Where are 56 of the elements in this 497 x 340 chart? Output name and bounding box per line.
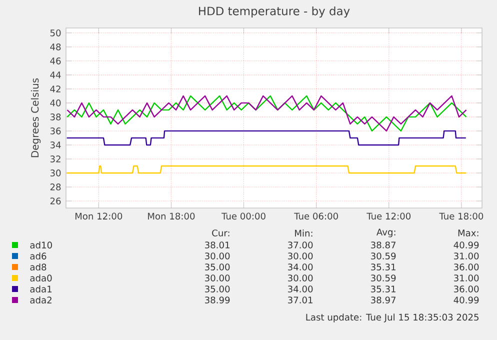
text: 38.01 bbox=[205, 242, 230, 248]
text: 38.99 bbox=[205, 296, 230, 304]
text: 30.00 bbox=[205, 252, 230, 260]
legend-label: ad10 bbox=[30, 241, 52, 249]
legend-label: ad6 bbox=[30, 252, 46, 260]
y-tick-label: 26 bbox=[50, 198, 61, 204]
text: 31.00 bbox=[454, 252, 479, 260]
text: 35.31 bbox=[371, 286, 396, 292]
x-tick-label: Tue 12:00 bbox=[366, 212, 411, 220]
text: 37.00 bbox=[288, 242, 313, 248]
text: 30.00 bbox=[288, 252, 313, 260]
legend-label: ada2 bbox=[30, 296, 52, 304]
text: 40.99 bbox=[454, 242, 479, 248]
text: 30.00 bbox=[205, 274, 230, 282]
text: 38.97 bbox=[371, 296, 396, 304]
text: 31.00 bbox=[454, 274, 479, 282]
text: 35.31 bbox=[371, 264, 396, 270]
text: 35.00 bbox=[205, 264, 230, 270]
y-tick-label: 28 bbox=[50, 184, 61, 190]
y-tick-label: 48 bbox=[50, 43, 61, 50]
chart-title: HDD temperature - by day bbox=[199, 6, 350, 18]
y-tick-label: 32 bbox=[50, 156, 60, 162]
text: 38.87 bbox=[371, 242, 396, 248]
x-tick-label: Tue 06:00 bbox=[294, 212, 338, 220]
y-axis-title: Degrees Celsius bbox=[30, 78, 41, 158]
text: 30.59 bbox=[371, 252, 396, 260]
text: 30.59 bbox=[371, 274, 396, 282]
y-tick-label: 30 bbox=[50, 170, 61, 176]
text: Cur: bbox=[212, 230, 230, 236]
y-tick-label: 34 bbox=[50, 142, 61, 148]
legend-label: ada1 bbox=[30, 285, 52, 293]
x-tick-label: Tue 18:00 bbox=[439, 212, 484, 220]
text: Max: bbox=[458, 230, 478, 236]
text: 37.01 bbox=[288, 296, 312, 304]
y-tick-label: 36 bbox=[50, 128, 61, 134]
text: Min: bbox=[295, 230, 312, 236]
y-tick-label: 46 bbox=[50, 57, 61, 64]
x-tick-label: Mon 18:00 bbox=[148, 212, 195, 220]
text: 35.00 bbox=[205, 286, 230, 292]
y-tick-label: 40 bbox=[50, 100, 61, 106]
text: Last update: Tue Jul 15 18:35:03 2025 bbox=[306, 314, 478, 322]
text: 30.00 bbox=[288, 274, 313, 282]
text: 36.00 bbox=[454, 264, 479, 270]
x-tick-label: Tue 00:00 bbox=[222, 212, 266, 220]
legend-label: ada0 bbox=[30, 274, 52, 282]
y-tick-label: 42 bbox=[50, 86, 60, 92]
legend-label: ad8 bbox=[30, 263, 46, 271]
text: 34.00 bbox=[288, 264, 313, 270]
x-tick-label: Mon 12:00 bbox=[75, 212, 122, 220]
text: 34.00 bbox=[288, 286, 313, 292]
text: 36.00 bbox=[454, 286, 479, 292]
y-tick-label: 38 bbox=[50, 114, 61, 120]
y-tick-label: 44 bbox=[50, 72, 61, 78]
y-tick-label: 50 bbox=[50, 29, 61, 36]
text: 40.99 bbox=[454, 296, 479, 304]
text: Avg: bbox=[376, 228, 396, 238]
